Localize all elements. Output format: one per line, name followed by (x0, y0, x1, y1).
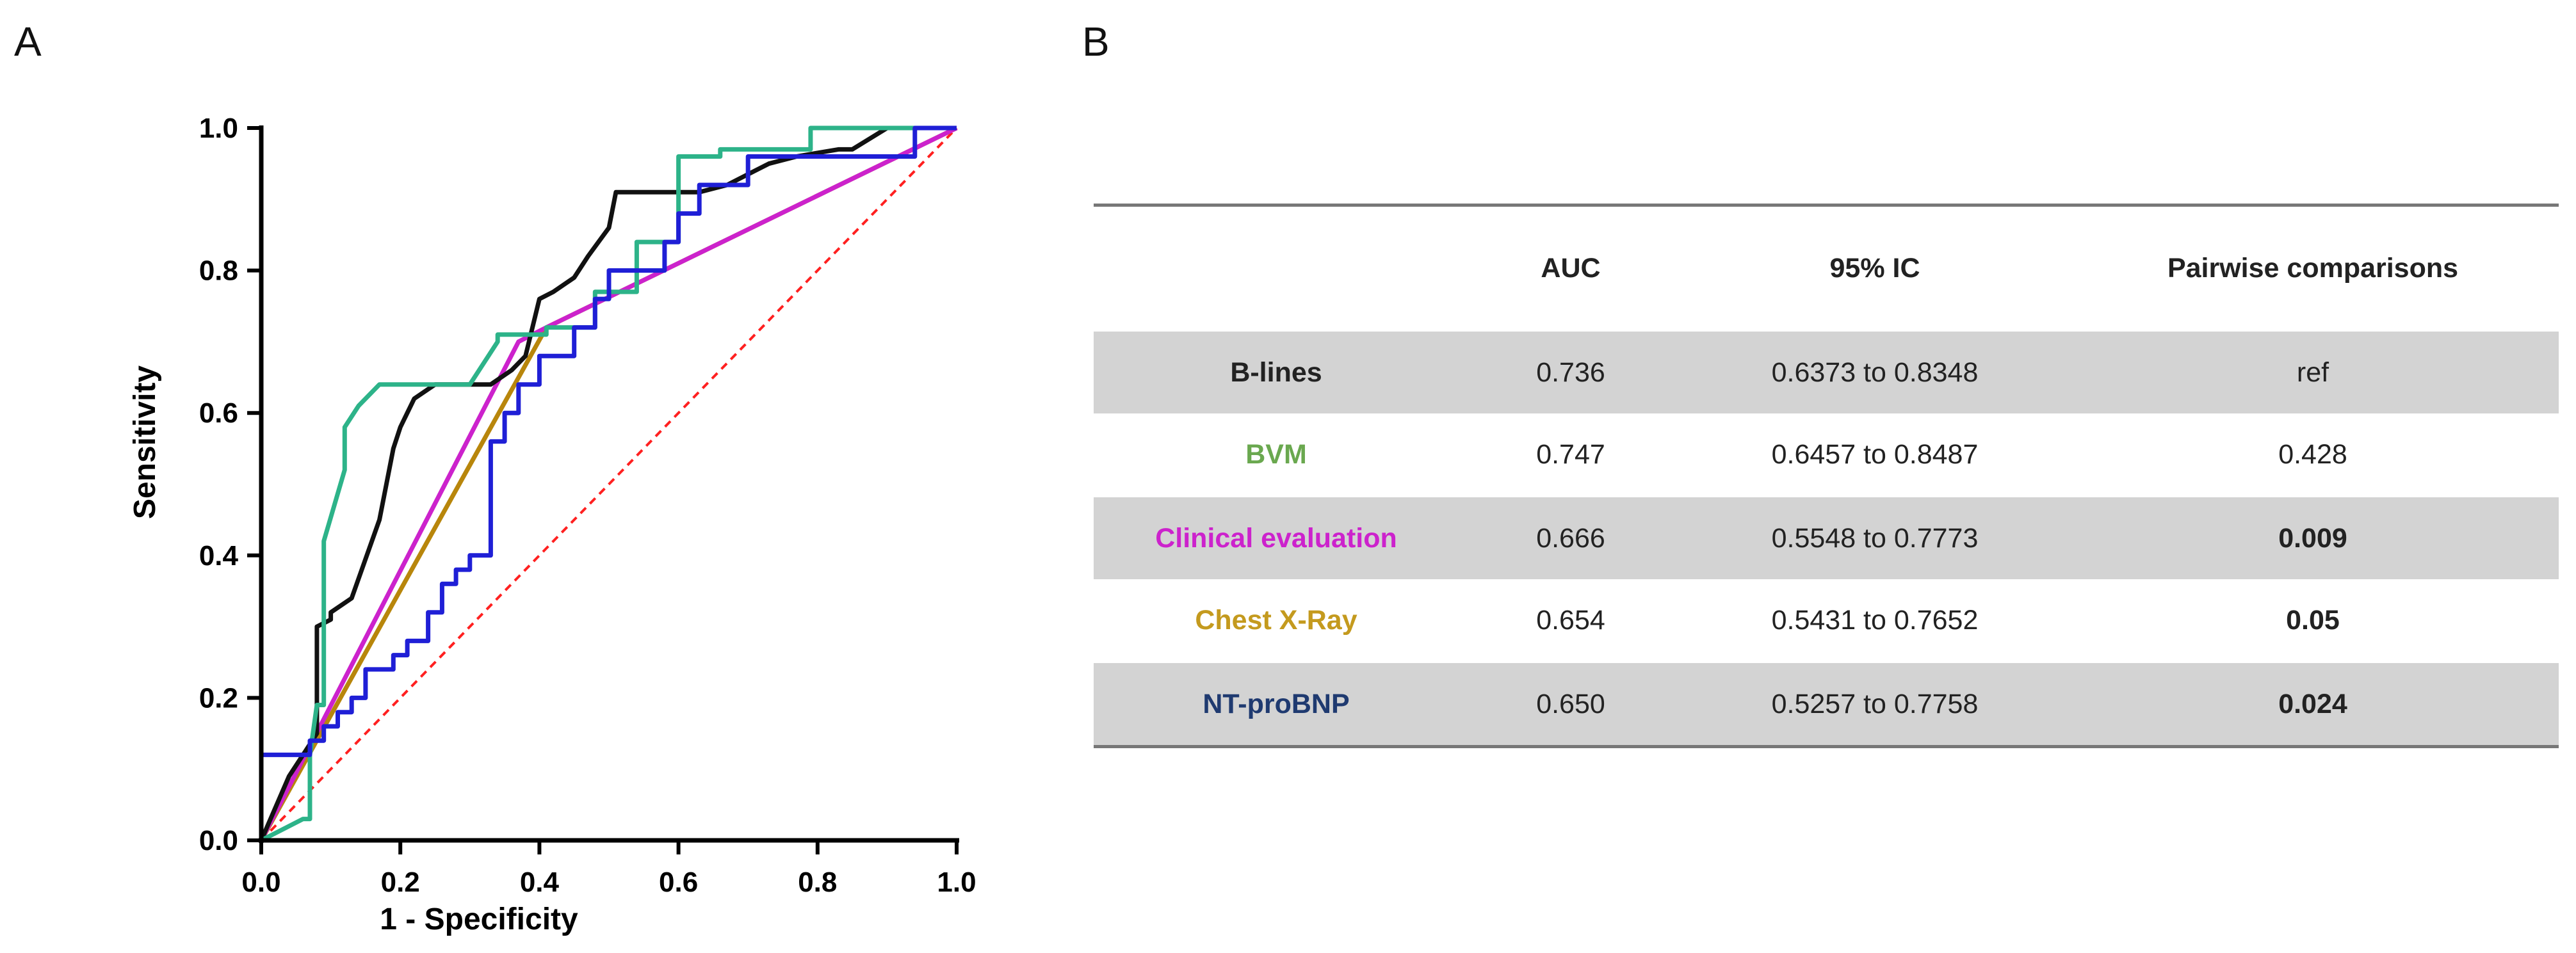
ci-cell: 0.5548 to 0.7773 (1683, 495, 2067, 579)
y-tick-label: 0.0 (199, 825, 238, 856)
y-tick-label: 0.2 (199, 682, 238, 714)
pairwise-cell: 0.428 (2278, 438, 2347, 470)
pairwise-cell: 0.05 (2286, 604, 2340, 636)
header-pairwise: Pairwise comparisons (2167, 252, 2459, 284)
x-tick-label: 0.2 (381, 867, 420, 898)
table-row: Chest X-Ray 0.654 0.5431 to 0.7652 0.05 (1094, 579, 2559, 662)
table-row: B-lines 0.736 0.6373 to 0.8348 ref (1094, 330, 2559, 413)
pairwise-cell: ref (2067, 330, 2559, 413)
plot-area (259, 125, 958, 843)
ci-cell: 0.6373 to 0.8348 (1683, 330, 2067, 413)
series-line-bvm (260, 125, 957, 843)
row-label: NT-proBNP (1094, 661, 1459, 747)
ci-cell: 0.6457 to 0.8487 (1771, 438, 1979, 470)
x-tick-label: 0.4 (520, 867, 560, 898)
axes: 0.0 0.2 0.4 0.6 0.8 1.0 0.0 0.2 0.4 0.6 0.8 1.0 (199, 113, 976, 898)
y-tick-label: 0.8 (199, 255, 238, 287)
x-tick-label: 1.0 (937, 867, 976, 898)
auc-cell: 0.650 (1459, 661, 1683, 747)
series-line-nt-probnp (259, 125, 957, 840)
auc-table-panel: AUC 95% IC Pairwise comparisons B-lines … (1094, 204, 2559, 748)
x-tick-label: 0.6 (659, 867, 698, 898)
roc-chart: 0.0 0.2 0.4 0.6 0.8 1.0 0.0 0.2 0.4 0.6 0.8 1.0 1 -… (128, 113, 976, 936)
x-tick-label: 0.8 (798, 867, 837, 898)
series-line-b-lines (259, 125, 957, 842)
auc-cell: 0.654 (1536, 604, 1605, 636)
row-label: BVM (1245, 438, 1307, 470)
series-line-reference-line (260, 127, 958, 842)
y-tick-label: 0.4 (199, 540, 239, 572)
y-tick-label: 1.0 (199, 113, 238, 144)
panel-b-label: B (1082, 19, 1110, 65)
auc-cell: 0.736 (1459, 330, 1683, 413)
y-axis-title: Sensitivity (128, 365, 162, 519)
row-label: Clinical evaluation (1094, 495, 1459, 579)
x-tick-label: 0.0 (241, 867, 280, 898)
row-label: B-lines (1094, 330, 1459, 413)
y-tick-label: 0.6 (199, 397, 238, 429)
pairwise-cell: 0.024 (2067, 661, 2559, 747)
table-header-row: AUC 95% IC Pairwise comparisons (1094, 205, 2559, 331)
ci-cell: 0.5257 to 0.7758 (1683, 661, 2067, 747)
header-auc: AUC (1541, 252, 1601, 284)
auc-cell: 0.747 (1536, 438, 1605, 470)
pairwise-cell: 0.009 (2067, 495, 2559, 579)
header-ci: 95% IC (1829, 252, 1920, 284)
auc-cell: 0.666 (1459, 495, 1683, 579)
table-row: NT-proBNP 0.650 0.5257 to 0.7758 0.024 (1094, 661, 2559, 747)
auc-table: AUC 95% IC Pairwise comparisons B-lines … (1094, 204, 2559, 748)
panel-a-label: A (14, 19, 42, 65)
table-row: BVM 0.747 0.6457 to 0.8487 0.428 (1094, 413, 2559, 497)
header-blank (1094, 205, 1459, 331)
row-label: Chest X-Ray (1195, 604, 1357, 636)
table-row: Clinical evaluation 0.666 0.5548 to 0.77… (1094, 495, 2559, 579)
x-axis-title: 1 - Specificity (380, 902, 578, 936)
ci-cell: 0.5431 to 0.7652 (1771, 604, 1979, 636)
